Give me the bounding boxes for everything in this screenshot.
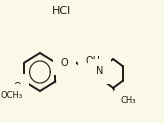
Text: OCH₃: OCH₃ [0, 91, 22, 100]
Text: O: O [13, 82, 21, 92]
Text: HCl: HCl [52, 6, 71, 16]
Text: OH: OH [85, 55, 101, 66]
Text: O: O [61, 57, 69, 68]
Text: CH₃: CH₃ [121, 96, 136, 105]
Text: N: N [96, 67, 103, 77]
